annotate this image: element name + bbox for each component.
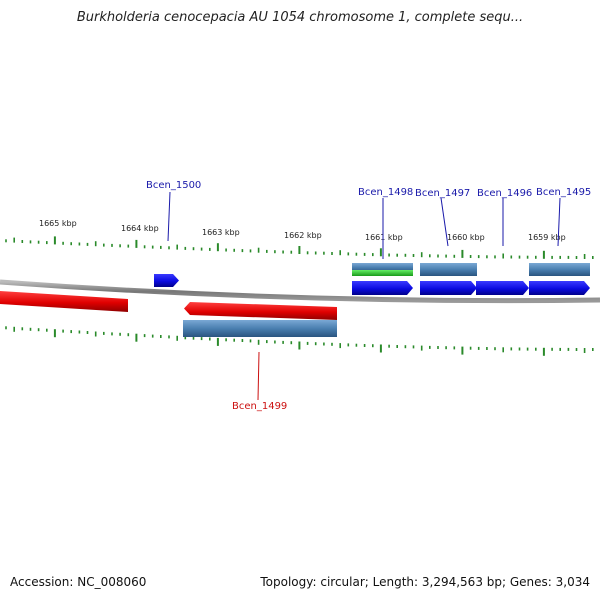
cds-bcen-1498[interactable] [352, 263, 413, 272]
kbp-label: 1661 kbp [365, 233, 403, 242]
gene-bcen-1498-arrow[interactable] [352, 281, 413, 295]
kbp-scale: 1665 kbp 1664 kbp 1663 kbp 1662 kbp 1661… [39, 219, 566, 242]
kbp-label: 1662 kbp [284, 231, 322, 240]
gene-label-bcen-1496[interactable]: Bcen_1496 [477, 188, 532, 199]
cds-bcen-1499[interactable] [183, 320, 337, 337]
kbp-label: 1663 kbp [202, 228, 240, 237]
inner-tick-track [5, 326, 594, 356]
map-title: Burkholderia cenocepacia AU 1054 chromos… [76, 10, 524, 25]
kbp-label: 1665 kbp [39, 219, 77, 228]
topology-summary: Topology: circular; Length: 3,294,563 bp… [260, 575, 590, 589]
gene-label-bcen-1500[interactable]: Bcen_1500 [146, 180, 201, 191]
gene-bcen-1495-arrow[interactable] [529, 281, 590, 295]
gene-bcen-1499-arrow[interactable] [184, 302, 337, 320]
gene-label-bcen-1497[interactable]: Bcen_1497 [415, 188, 470, 199]
chromosome-backbone [0, 279, 600, 304]
gene-bcen-1496-arrow[interactable] [476, 281, 529, 295]
gene-bcen-1500-arrow[interactable] [154, 274, 179, 287]
cds-bcen-1497[interactable] [420, 263, 477, 276]
rna-bcen-1498[interactable] [352, 270, 413, 276]
kbp-label: 1659 kbp [528, 233, 566, 242]
gene-labels: Bcen_1500 Bcen_1498 Bcen_1497 Bcen_1496 … [146, 180, 591, 412]
gene-label-bcen-1495[interactable]: Bcen_1495 [536, 187, 591, 198]
gene-label-bcen-1498[interactable]: Bcen_1498 [358, 187, 413, 198]
gene-left-reverse-arrow[interactable] [0, 291, 128, 312]
kbp-label: 1664 kbp [121, 224, 159, 233]
cds-bcen-1495[interactable] [529, 263, 590, 276]
gene-bcen-1497-arrow[interactable] [420, 281, 477, 295]
outer-tick-track [5, 236, 594, 259]
label-leaders [167, 191, 561, 401]
accession-text: Accession: NC_008060 [10, 575, 147, 589]
gene-label-bcen-1499[interactable]: Bcen_1499 [232, 401, 287, 412]
kbp-label: 1660 kbp [447, 233, 485, 242]
reverse-strand-genes [0, 291, 337, 337]
forward-strand-genes [154, 263, 590, 295]
